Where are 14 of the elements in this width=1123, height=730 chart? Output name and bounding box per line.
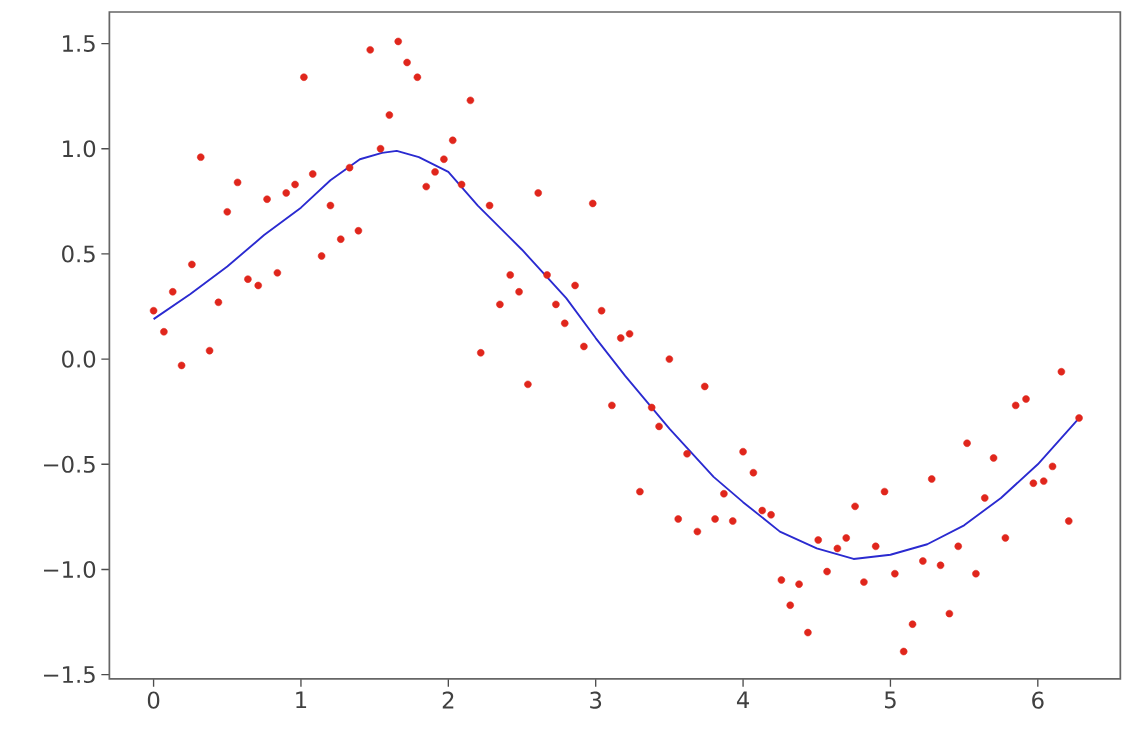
y-tick-label: −1.5: [44, 666, 95, 684]
y-tick-label: −0.5: [44, 455, 95, 474]
x-tick-label: 4: [736, 691, 750, 709]
x-tick-label: 1: [296, 691, 307, 709]
x-tick-label: 3: [590, 691, 602, 709]
y-tick-label: 1.0: [63, 140, 96, 158]
y-tick-label: 1.5: [63, 35, 95, 53]
x-tick-label: 5: [884, 691, 896, 709]
x-tick-label: 2: [442, 691, 454, 709]
y-tick-label: −1.0: [44, 561, 96, 579]
x-tick-label: 6: [1032, 691, 1044, 709]
y-tick-label: 0.5: [62, 245, 95, 263]
x-tick-label: 0: [147, 691, 160, 709]
y-tick-label: 0.0: [62, 350, 96, 368]
